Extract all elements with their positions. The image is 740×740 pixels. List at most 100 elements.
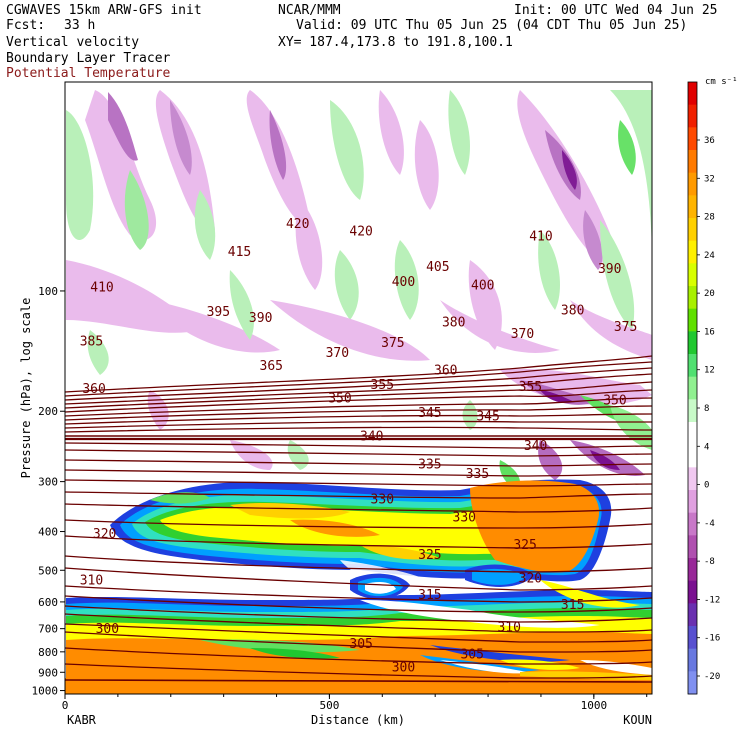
field-potential-temperature: Potential Temperature: [6, 66, 171, 81]
theta-labels: 420 410 420 415 405 400 400 390 410 395 390 380 380 3…: [80, 217, 638, 675]
field-vertical-velocity: Vertical velocity: [6, 35, 140, 50]
colorbar-swatch: [688, 580, 697, 604]
theta-label: 380: [442, 316, 465, 331]
theta-label: 335: [466, 467, 489, 482]
colorbar-frame: [687, 81, 698, 695]
theta-label: 410: [90, 280, 113, 295]
theta-label: 340: [360, 429, 383, 444]
colorbar-label: 8: [704, 404, 709, 414]
plot-frame: [64, 81, 653, 695]
colorbar-swatch: [688, 467, 697, 491]
theta-label: 345: [476, 409, 499, 424]
theta-label: 315: [561, 598, 584, 613]
colorbar-swatch: [688, 376, 697, 400]
colorbar-swatch: [688, 127, 697, 151]
colorbar-label: 32: [704, 174, 715, 184]
theta-label: 305: [460, 647, 483, 662]
theta-label: 310: [80, 573, 103, 588]
colorbar-label: -20: [704, 672, 720, 682]
colorbar-swatch: [688, 354, 697, 378]
colorbar-swatch: [688, 308, 697, 332]
colorbar-label: 16: [704, 327, 715, 337]
theta-label: 310: [497, 620, 520, 635]
colorbar-label: 24: [704, 251, 715, 261]
theta-label: 330: [371, 493, 394, 508]
fcst-label: Fcst:: [6, 18, 46, 33]
x-axis-label: Distance (km): [311, 713, 405, 727]
colorbar-swatch: [688, 671, 697, 695]
model-title: CGWAVES 15km ARW-GFS init: [6, 3, 202, 18]
theta-label: 420: [286, 217, 309, 232]
org-label: NCAR/MMM: [278, 3, 341, 18]
colorbar-label: -8: [704, 557, 715, 567]
theta-label: 400: [392, 275, 415, 290]
colorbar-swatch: [688, 150, 697, 174]
colorbar-swatch: [688, 626, 697, 650]
fcst-value: 33 h: [64, 18, 96, 33]
colorbar-label: -4: [704, 519, 715, 529]
colorbar-swatch: [688, 286, 697, 310]
theta-label: 400: [471, 279, 494, 294]
y-axis: 100 200 300 400 500 600 700 800 900 1000: [32, 285, 65, 698]
theta-label: 320: [519, 572, 542, 587]
theta-label: 325: [513, 538, 536, 553]
theta-label: 415: [228, 245, 251, 260]
y-tick-label: 600: [38, 596, 58, 609]
y-tick-label: 100: [38, 285, 58, 298]
y-tick-label: 800: [38, 646, 58, 659]
theta-label: 360: [434, 363, 457, 378]
y-tick-label: 300: [38, 476, 58, 489]
theta-label: 350: [328, 392, 351, 407]
x-tick-label: 500: [319, 699, 339, 712]
xy-coords: XY= 187.4,173.8 to 191.8,100.1: [278, 35, 513, 50]
theta-label: 390: [249, 311, 272, 326]
theta-label: 370: [326, 346, 349, 361]
theta-label: 320: [93, 527, 116, 542]
theta-label: 325: [418, 548, 441, 563]
colorbar: 36 32 28 24 20 16 12 8 4 0 -4 -8 -12 -16 -20: [687, 81, 720, 695]
y-tick-label: 700: [38, 623, 58, 636]
theta-label: 355: [371, 378, 394, 393]
theta-label: 395: [207, 305, 230, 320]
theta-label: 330: [453, 511, 476, 526]
theta-label: 375: [381, 336, 404, 351]
theta-label: 355: [519, 380, 542, 395]
theta-label: 340: [524, 439, 547, 454]
colorbar-swatch: [688, 444, 697, 468]
theta-label: 370: [511, 327, 534, 342]
theta-label: 360: [82, 382, 105, 397]
colorbar-label: 4: [704, 442, 709, 452]
y-tick-label: 1000: [32, 685, 59, 698]
y-tick-label: 500: [38, 564, 58, 577]
y-tick-label: 900: [38, 666, 58, 679]
vertical-velocity-shading: [65, 82, 652, 694]
colorbar-swatch: [688, 648, 697, 672]
field-bl-tracer: Boundary Layer Tracer: [6, 51, 171, 66]
theta-label: 410: [529, 229, 552, 244]
colorbar-label: 0: [704, 481, 709, 491]
colorbar-label: -16: [704, 634, 720, 644]
theta-contour-lines: [65, 355, 652, 683]
colorbar-label: -12: [704, 595, 720, 605]
theta-label: 380: [561, 304, 584, 319]
y-tick-label: 200: [38, 405, 58, 418]
theta-label: 350: [603, 394, 626, 409]
colorbar-swatch: [688, 558, 697, 582]
colorbar-swatch: [688, 603, 697, 627]
x-tick-label: 1000: [581, 699, 608, 712]
colorbar-swatch: [688, 82, 697, 106]
theta-label: 390: [598, 262, 621, 277]
colorbar-swatch: [688, 240, 697, 264]
theta-label: 300: [96, 622, 119, 637]
theta-label: 335: [418, 458, 441, 473]
colorbar-swatch: [688, 512, 697, 536]
colorbar-swatch: [688, 422, 697, 446]
colorbar-swatch: [688, 399, 697, 423]
colorbar-swatch: [688, 195, 697, 219]
x-endpoint-left: KABR: [67, 713, 97, 727]
y-axis-label: Pressure (hPa), log scale: [19, 298, 33, 479]
x-tick-label: 0: [62, 699, 69, 712]
colorbar-swatch: [688, 331, 697, 355]
theta-label: 300: [392, 660, 415, 675]
